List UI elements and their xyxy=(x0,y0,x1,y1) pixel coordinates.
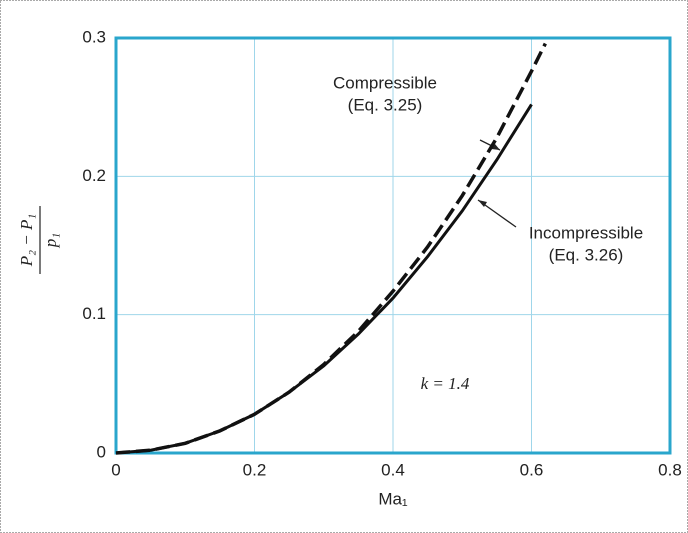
x-tick-label: 0.6 xyxy=(520,460,544,479)
x-tick-label: 0 xyxy=(111,460,120,479)
annotation: (Eq. 3.26) xyxy=(549,245,624,264)
y-tick-label: 0.3 xyxy=(82,27,106,46)
x-tick-label: 0.8 xyxy=(658,460,682,479)
y-label-numerator: P₂ − P₁ xyxy=(17,214,36,268)
annotation: (Eq. 3.25) xyxy=(348,95,423,114)
annotation: Compressible xyxy=(333,73,437,92)
x-tick-label: 0.4 xyxy=(381,460,405,479)
x-tick-label: 0.2 xyxy=(243,460,267,479)
x-axis-label: Ma₁ xyxy=(378,489,408,508)
y-tick-label: 0 xyxy=(97,442,106,461)
annotation: Incompressible xyxy=(529,223,643,242)
annotation: k = 1.4 xyxy=(421,374,470,393)
y-tick-label: 0.1 xyxy=(82,304,106,323)
y-label-denominator: p₁ xyxy=(41,233,60,248)
y-tick-label: 0.2 xyxy=(82,166,106,185)
chart: Ma₁ P₂ − P₁ p₁ 0 0.1 0.2 0.3 0 0.2 0.4 0.6 0.8 Co… xyxy=(0,0,688,533)
